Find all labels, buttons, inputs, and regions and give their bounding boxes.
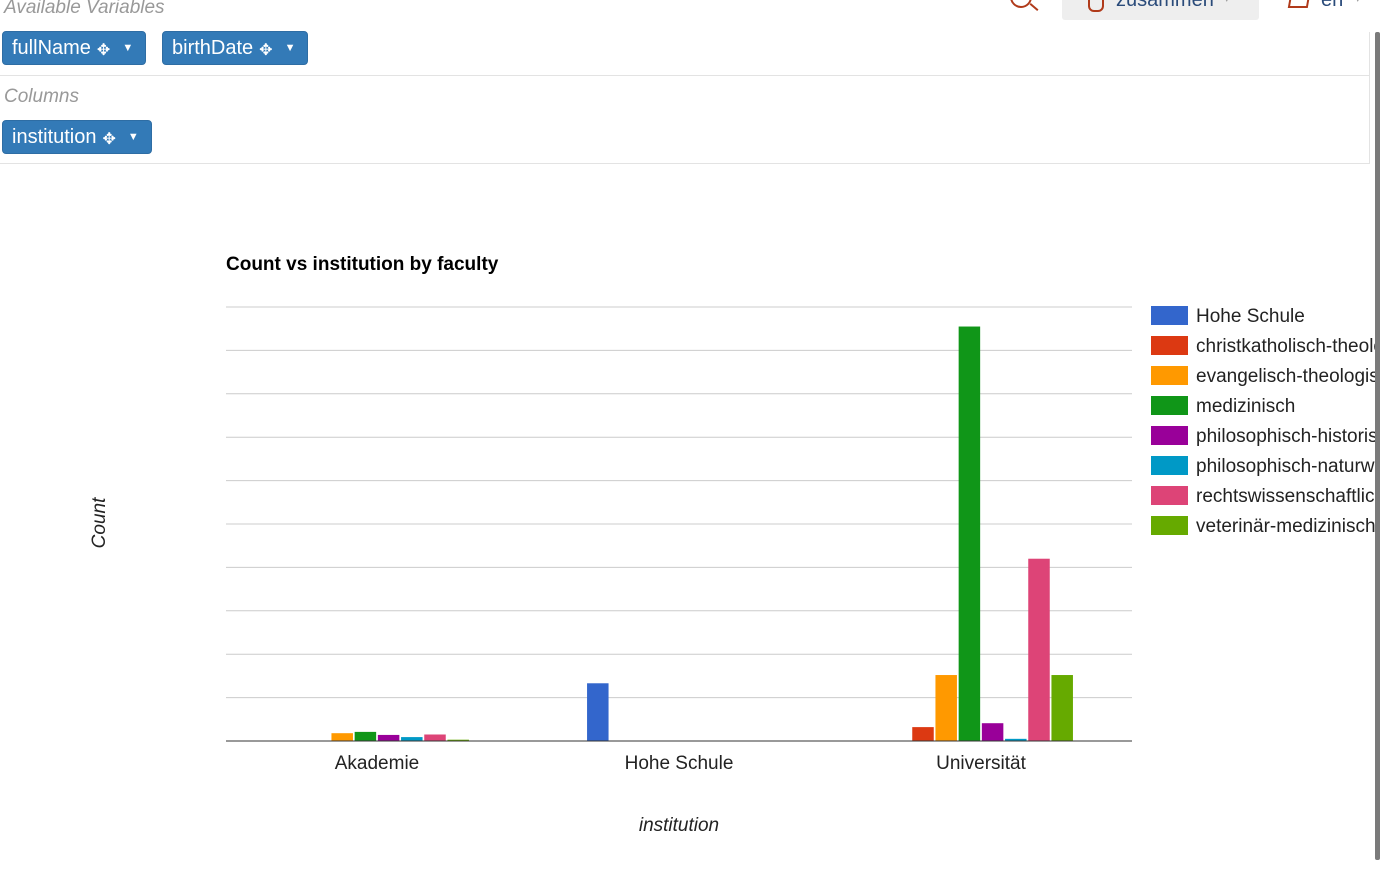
bar-evangelisch-theologisch-Universität[interactable] <box>935 675 957 741</box>
legend-label[interactable]: veterinär-medizinisch <box>1196 516 1376 537</box>
legend-swatch <box>1151 366 1188 385</box>
bar-veterinär-medizinisch-Akademie[interactable] <box>447 739 469 741</box>
variable-pill-birthdate[interactable]: birthDate ✥ ▼ <box>162 31 309 65</box>
chart-title: Count vs institution by faculty <box>226 254 499 275</box>
database-icon <box>1088 0 1104 12</box>
legend-label[interactable]: christkatholisch-theologisch <box>1196 336 1380 357</box>
move-icon[interactable]: ✥ <box>96 42 111 59</box>
legend-label[interactable]: philosophisch-naturwissenschaftlich <box>1196 456 1380 477</box>
bar-Hohe Schule-Hohe Schule[interactable] <box>587 683 609 741</box>
caret-down-icon[interactable]: ▼ <box>284 42 296 54</box>
bar-christkatholisch-theologisch-Universität[interactable] <box>912 727 934 741</box>
database-label: zusammen <box>1116 0 1214 11</box>
legend-swatch <box>1151 336 1188 355</box>
available-variables-label: Available Variables <box>4 0 165 18</box>
move-icon[interactable]: ✥ <box>102 131 116 148</box>
legend-swatch <box>1151 396 1188 415</box>
pill-label: birthDate <box>172 36 254 59</box>
chart-legend: Hohe Schule christkatholisch-theologisch e… <box>1151 306 1380 537</box>
legend-swatch <box>1151 486 1188 505</box>
pill-label: fullName <box>12 36 91 59</box>
bar-rechtswissenschaftlich-Universität[interactable] <box>1028 558 1050 741</box>
bar-philosophisch-historisch-Akademie[interactable] <box>377 734 400 741</box>
x-tick-label: Universität <box>936 753 1026 774</box>
x-tick-label: Akademie <box>335 753 420 774</box>
bar-philosophisch-historisch-Universität[interactable] <box>981 723 1004 741</box>
bar-philosophisch-naturwissenschaftlich-Universität[interactable] <box>1005 738 1027 741</box>
legend-label[interactable]: evangelisch-theologisch <box>1196 366 1380 387</box>
caret-down-icon[interactable]: ▼ <box>127 131 139 143</box>
language-button[interactable]: en ▾ <box>1285 0 1365 20</box>
chevron-down-icon: ▾ <box>1224 0 1230 5</box>
columns-label: Columns <box>4 86 79 107</box>
database-button[interactable]: zusammen ▾ <box>1062 0 1259 20</box>
variable-pill-fullname[interactable]: fullName ✥ ▼ <box>2 31 147 65</box>
section-divider <box>0 163 1370 164</box>
chart-grid <box>226 306 1132 742</box>
legend-swatch <box>1151 306 1188 325</box>
section-divider <box>0 75 1370 76</box>
chart-bars <box>331 326 1073 741</box>
column-pill-institution[interactable]: institution ✥ ▼ <box>2 120 152 154</box>
legend-swatch <box>1151 426 1188 445</box>
x-tick-labels: Akademie Hohe Schule Universität <box>335 753 1027 774</box>
bar-rechtswissenschaftlich-Akademie[interactable] <box>424 734 446 741</box>
bar-evangelisch-theologisch-Akademie[interactable] <box>331 733 353 741</box>
legend-label[interactable]: Hohe Schule <box>1196 306 1305 327</box>
language-label: en <box>1321 0 1344 11</box>
move-icon[interactable]: ✥ <box>259 42 273 59</box>
legend-swatch <box>1151 516 1188 535</box>
scrollbar[interactable] <box>1375 32 1380 860</box>
pill-label: institution <box>12 125 97 148</box>
bar-philosophisch-naturwissenschaftlich-Akademie[interactable] <box>401 737 423 741</box>
legend-swatch <box>1151 456 1188 475</box>
legend-label[interactable]: medizinisch <box>1196 396 1295 417</box>
legend-label[interactable]: rechtswissenschaftlich <box>1196 486 1380 507</box>
bar-veterinär-medizinisch-Universität[interactable] <box>1051 675 1073 741</box>
x-tick-label: Hohe Schule <box>625 753 734 774</box>
caret-down-icon[interactable]: ▼ <box>122 42 134 54</box>
bar-medizinisch-Akademie[interactable] <box>354 731 377 741</box>
y-axis-label: Count <box>89 497 110 548</box>
panel-border <box>1369 32 1370 164</box>
chevron-down-icon: ▾ <box>1355 0 1361 5</box>
legend-label[interactable]: philosophisch-historisch <box>1196 426 1380 447</box>
x-axis-label: institution <box>639 815 719 836</box>
bar-medizinisch-Universität[interactable] <box>958 326 981 741</box>
